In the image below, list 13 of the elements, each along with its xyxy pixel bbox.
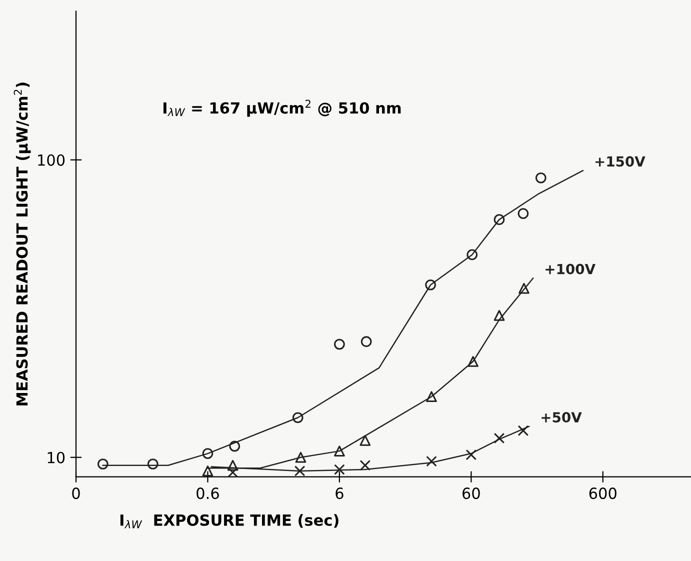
x-tick-label: 60: [462, 488, 480, 500]
x-tick-label: 0: [72, 488, 80, 500]
y-tick-label: 100: [38, 154, 65, 166]
y-axis-title: MEASURED READOUT LIGHT (μW/cm$^{2}$): [14, 82, 31, 406]
x-tick-label: 0.6: [196, 488, 219, 500]
y-tick-label: 10: [48, 452, 65, 464]
x-axis-title: I$_{λW}$ EXPOSURE TIME (sec): [120, 514, 338, 528]
series-label: +150V: [595, 156, 646, 167]
annotation: I$_{λW}$ = 167 μW/cm$^{2}$ @ 510 nm: [164, 100, 401, 117]
series-label: +100V: [546, 264, 596, 274]
series-label: +50V: [542, 412, 582, 423]
x-tick-label: 600: [589, 488, 616, 500]
x-tick-label: 6: [336, 488, 344, 500]
